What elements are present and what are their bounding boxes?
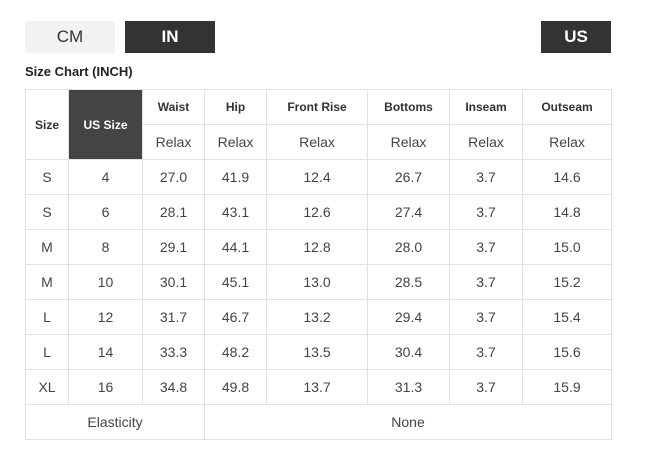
table-cell: 15.0 [522,229,612,265]
table-cell: 15.4 [522,299,612,335]
table-cell: 3.7 [449,264,523,300]
column-header-waist: Waist [142,89,205,125]
elasticity-label: Elasticity [25,404,205,440]
tab-cm[interactable]: CM [25,21,115,53]
table-cell: 14.6 [522,159,612,195]
table-cell: 27.4 [367,194,450,230]
table-cell: 29.4 [367,299,450,335]
table-cell: L [25,299,69,335]
elasticity-row: Elasticity None [25,404,612,440]
table-cell: 45.1 [204,264,267,300]
tab-region-us[interactable]: US [541,21,611,53]
table-cell: 12.6 [266,194,368,230]
table-row: M 8 29.1 44.1 12.8 28.0 3.7 15.0 [25,229,612,265]
table-cell: 26.7 [367,159,450,195]
table-cell: 13.5 [266,334,368,370]
table-cell: 28.0 [367,229,450,265]
table-cell: L [25,334,69,370]
table-cell: M [25,264,69,300]
table-cell: 12.4 [266,159,368,195]
table-cell: 30.1 [142,264,205,300]
table-cell: 13.2 [266,299,368,335]
size-chart-table: Size US Size Waist Hip Front Rise Bottom… [25,89,612,440]
table-cell: 33.3 [142,334,205,370]
table-cell: 12 [68,299,143,335]
table-cell: 3.7 [449,334,523,370]
table-cell: S [25,159,69,195]
table-cell: 10 [68,264,143,300]
table-subheader-row: Relax Relax Relax Relax Relax Relax [26,124,612,160]
subheader-cell: Relax [266,124,368,160]
table-cell: M [25,229,69,265]
table-row: S 6 28.1 43.1 12.6 27.4 3.7 14.8 [25,194,612,230]
table-cell: 3.7 [449,299,523,335]
column-header-hip: Hip [204,89,267,125]
column-header-size: Size [25,89,69,160]
table-cell: 14.8 [522,194,612,230]
table-cell: 27.0 [142,159,205,195]
table-row: XL 16 34.8 49.8 13.7 31.3 3.7 15.9 [25,369,612,405]
column-header-outseam: Outseam [522,89,612,125]
table-cell: 46.7 [204,299,267,335]
table-cell: 4 [68,159,143,195]
table-cell: 34.8 [142,369,205,405]
table-cell: 29.1 [142,229,205,265]
table-row: S 4 27.0 41.9 12.4 26.7 3.7 14.6 [25,159,612,195]
table-cell: 3.7 [449,369,523,405]
table-cell: 15.6 [522,334,612,370]
elasticity-value: None [204,404,612,440]
table-cell: 31.3 [367,369,450,405]
table-row: L 12 31.7 46.7 13.2 29.4 3.7 15.4 [25,299,612,335]
table-cell: 41.9 [204,159,267,195]
table-cell: 3.7 [449,159,523,195]
column-header-us-size: US Size [68,89,143,160]
table-cell: 28.5 [367,264,450,300]
table-cell: 12.8 [266,229,368,265]
table-cell: 13.0 [266,264,368,300]
table-cell: 49.8 [204,369,267,405]
subheader-cell: Relax [204,124,267,160]
column-header-inseam: Inseam [449,89,523,125]
subheader-cell: Relax [142,124,205,160]
table-cell: 16 [68,369,143,405]
table-cell: 48.2 [204,334,267,370]
subheader-cell: Relax [449,124,523,160]
table-header-row: Size US Size Waist Hip Front Rise Bottom… [25,89,612,160]
table-cell: 8 [68,229,143,265]
table-cell: 3.7 [449,194,523,230]
table-row: M 10 30.1 45.1 13.0 28.5 3.7 15.2 [25,264,612,300]
table-cell: 3.7 [449,229,523,265]
table-cell: 28.1 [142,194,205,230]
table-cell: 13.7 [266,369,368,405]
table-cell: 44.1 [204,229,267,265]
table-cell: 15.2 [522,264,612,300]
table-row: L 14 33.3 48.2 13.5 30.4 3.7 15.6 [25,334,612,370]
subheader-cell: Relax [367,124,450,160]
size-chart-title: Size Chart (INCH) [25,64,133,79]
table-cell: 15.9 [522,369,612,405]
tab-in[interactable]: IN [125,21,215,53]
table-cell: 14 [68,334,143,370]
table-cell: S [25,194,69,230]
table-cell: 6 [68,194,143,230]
column-header-front-rise: Front Rise [266,89,368,125]
table-cell: XL [25,369,69,405]
table-cell: 43.1 [204,194,267,230]
table-cell: 31.7 [142,299,205,335]
column-header-bottoms: Bottoms [367,89,450,125]
table-cell: 30.4 [367,334,450,370]
subheader-cell: Relax [522,124,612,160]
